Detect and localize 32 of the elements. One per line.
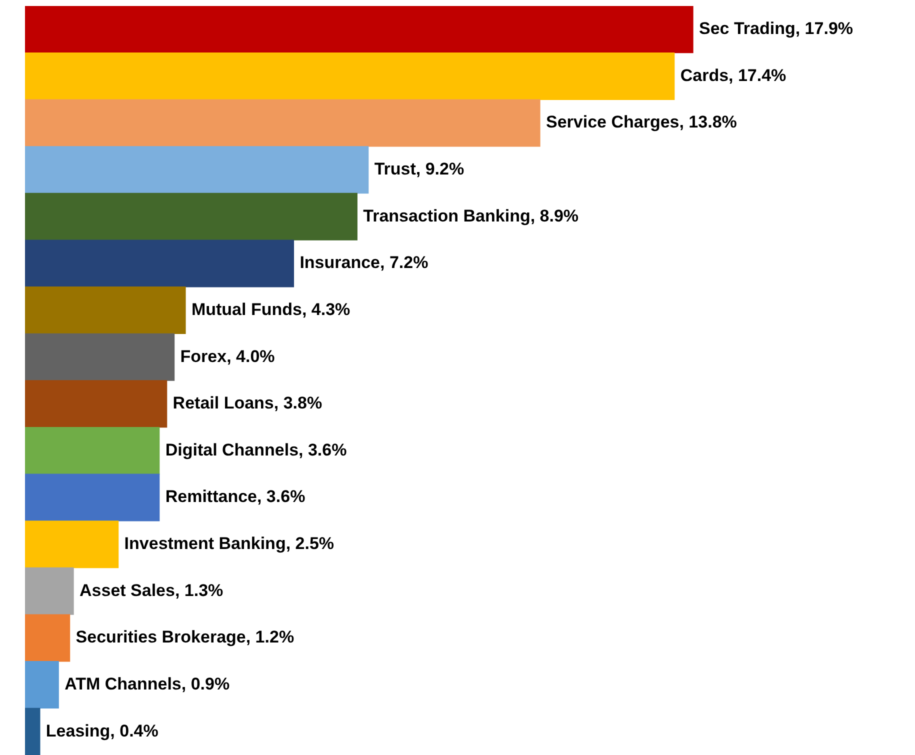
data-label: Forex, 4.0% — [180, 346, 275, 366]
data-label: Securities Brokerage, 1.2% — [76, 628, 294, 647]
data-label: Mutual Funds, 4.3% — [191, 300, 350, 319]
data-label: Transaction Banking, 8.9% — [363, 206, 579, 226]
bar — [25, 146, 369, 194]
bar — [25, 426, 160, 474]
data-label: Service Charges, 13.8% — [546, 112, 737, 132]
data-label: Trust, 9.2% — [374, 160, 464, 179]
bar — [25, 192, 358, 240]
bar — [25, 661, 59, 709]
bar — [25, 567, 74, 615]
data-label: Remittance, 3.6% — [165, 487, 306, 506]
data-label: Retail Loans, 3.8% — [172, 394, 322, 413]
bar — [25, 520, 119, 568]
bar — [25, 99, 540, 147]
data-label: Sec Trading, 17.9% — [699, 19, 854, 38]
data-label: ATM Channels, 0.9% — [64, 674, 230, 694]
bar — [25, 333, 175, 381]
bar — [25, 474, 160, 522]
bar — [25, 380, 168, 428]
bar — [25, 708, 40, 755]
bar — [25, 52, 675, 100]
bar — [25, 614, 70, 662]
data-label: Leasing, 0.4% — [46, 721, 158, 740]
bar — [25, 286, 186, 334]
data-label: Cards, 17.4% — [680, 66, 786, 85]
data-label: Digital Channels, 3.6% — [165, 440, 347, 460]
data-label: Investment Banking, 2.5% — [124, 534, 334, 554]
bar — [25, 6, 694, 54]
data-label: Insurance, 7.2% — [300, 253, 428, 272]
data-label: Asset Sales, 1.3% — [80, 580, 224, 600]
bar — [25, 240, 294, 288]
